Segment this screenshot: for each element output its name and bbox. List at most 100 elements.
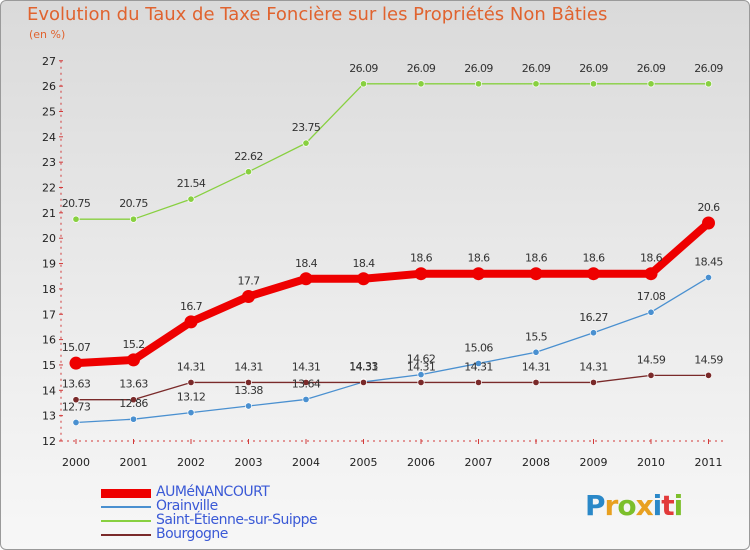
data-point xyxy=(244,168,253,176)
data-label: 14.31 xyxy=(464,360,493,373)
data-point xyxy=(129,215,138,223)
data-label: 13.64 xyxy=(292,377,321,390)
data-label: 14.33 xyxy=(349,360,378,373)
data-point xyxy=(474,378,483,386)
data-point xyxy=(417,80,425,88)
data-label: 12.73 xyxy=(62,400,91,413)
data-point xyxy=(472,267,485,281)
data-point xyxy=(704,80,713,88)
x-tick-label: 2000 xyxy=(62,456,90,469)
data-label: 13.38 xyxy=(234,384,263,397)
x-tick-label: 2009 xyxy=(580,456,608,469)
data-label: 14.31 xyxy=(349,360,378,373)
y-tick-label: 25 xyxy=(42,105,56,118)
y-tick-label: 26 xyxy=(42,80,56,93)
x-tick-label: 2008 xyxy=(522,456,550,469)
data-point xyxy=(187,195,195,203)
legend-item: AUMéNANCOURT xyxy=(101,484,401,500)
data-point xyxy=(589,80,598,88)
data-point xyxy=(359,378,368,386)
series-1 xyxy=(72,273,713,427)
data-point xyxy=(644,267,658,281)
legend-item: Saint-Étienne-sur-Suippe xyxy=(101,512,401,528)
data-label: 22.62 xyxy=(234,150,263,163)
data-label: 26.09 xyxy=(637,62,666,75)
data-label: 18.6 xyxy=(467,252,490,265)
y-tick-label: 20 xyxy=(42,232,56,245)
x-tick-label: 2006 xyxy=(407,456,435,469)
x-tick-label: 2004 xyxy=(292,456,320,469)
x-tick-label: 2003 xyxy=(235,456,263,469)
legend-item: Bourgogne xyxy=(101,526,401,542)
y-tick-label: 16 xyxy=(42,334,56,347)
data-label: 26.09 xyxy=(349,62,378,75)
data-label: 17.7 xyxy=(237,275,260,288)
data-point xyxy=(299,272,313,286)
data-label: 26.09 xyxy=(579,62,608,75)
y-tick-label: 24 xyxy=(42,131,56,144)
data-label: 12.86 xyxy=(119,397,148,410)
data-label: 16.7 xyxy=(180,300,203,313)
data-label: 20.6 xyxy=(697,201,720,214)
data-label: 14.31 xyxy=(407,360,436,373)
logo-letter: i xyxy=(673,489,684,522)
series-3 xyxy=(72,371,713,404)
data-point xyxy=(244,402,253,410)
legend-label: Orainville xyxy=(156,498,218,514)
data-label: 26.09 xyxy=(694,62,723,75)
data-label: 14.62 xyxy=(407,353,436,366)
data-point xyxy=(532,348,540,356)
axes: 12 13 14 15 16 17 18 19 20 21 22 23 24 25 26 27 2000 2001… xyxy=(42,55,723,469)
data-point xyxy=(589,378,598,386)
data-label: 14.31 xyxy=(234,360,263,373)
data-label: 18.6 xyxy=(582,252,605,265)
data-label: 26.09 xyxy=(407,62,436,75)
data-label: 18.6 xyxy=(410,252,433,265)
data-label: 18.6 xyxy=(525,252,548,265)
data-label: 13.63 xyxy=(62,378,91,391)
legend-swatch xyxy=(101,520,151,522)
data-point xyxy=(129,396,138,404)
data-point xyxy=(72,418,80,427)
legend-item: Orainville xyxy=(101,498,401,514)
series-line xyxy=(75,219,712,368)
data-point xyxy=(242,290,255,304)
data-label: 15.06 xyxy=(464,341,493,354)
unit-label: (en %) xyxy=(29,28,66,41)
y-tick-label: 21 xyxy=(42,207,56,220)
data-point xyxy=(187,378,195,386)
y-tick-label: 18 xyxy=(42,283,56,296)
data-point xyxy=(647,308,655,316)
legend-label: Saint-Étienne-sur-Suippe xyxy=(156,512,318,528)
y-tick-label: 22 xyxy=(42,182,56,195)
data-label: 20.75 xyxy=(62,197,91,210)
legend-label: AUMéNANCOURT xyxy=(156,484,270,500)
x-tick-label: 2001 xyxy=(120,456,148,469)
chart-title: Evolution du Taux de Taxe Foncière sur l… xyxy=(27,4,608,25)
y-tick-label: 13 xyxy=(42,410,56,423)
x-tick-label: 2005 xyxy=(350,456,378,469)
data-label: 18.4 xyxy=(352,257,375,270)
logo-letter: r xyxy=(604,489,619,522)
data-point xyxy=(244,378,253,386)
data-label: 14.31 xyxy=(177,360,206,373)
data-point xyxy=(589,329,598,337)
data-label: 15.5 xyxy=(525,330,548,343)
data-label: 16.27 xyxy=(579,311,608,324)
series-line xyxy=(76,83,709,220)
legend-swatch xyxy=(101,534,151,536)
data-point xyxy=(532,80,540,88)
series-line xyxy=(75,276,709,424)
data-point xyxy=(72,396,80,404)
proxiti-logo: Proxiti xyxy=(585,489,684,522)
data-point xyxy=(129,415,138,423)
x-tick-label: 2002 xyxy=(177,456,205,469)
data-label: 21.54 xyxy=(177,177,206,190)
data-point xyxy=(704,371,713,379)
data-label: 14.31 xyxy=(579,360,608,373)
data-point xyxy=(474,359,483,367)
data-point xyxy=(704,273,713,282)
data-point xyxy=(127,353,140,367)
x-tick-label: 2011 xyxy=(695,456,723,469)
